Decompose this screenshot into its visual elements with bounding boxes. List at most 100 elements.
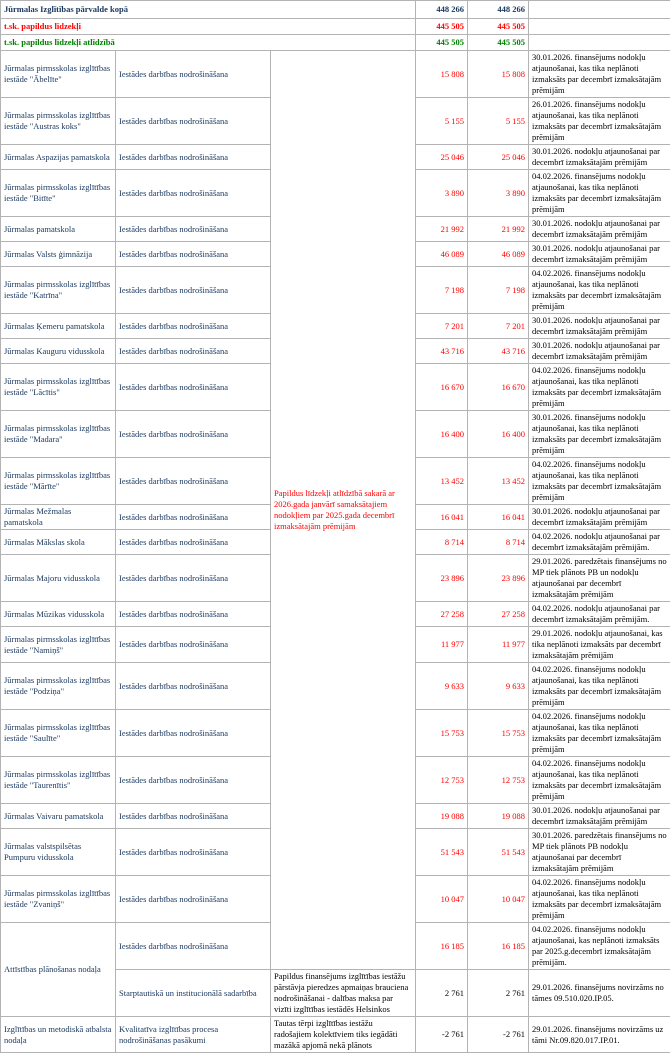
summary-label: Jūrmalas Izglītības pārvalde kopā: [1, 1, 416, 19]
activity-name: Iestādes darbības nodrošināšana: [116, 242, 271, 267]
amount-2: 8 714: [468, 530, 529, 555]
amount-2: 15 753: [468, 710, 529, 757]
amount-1: 11 977: [416, 627, 468, 663]
explanation-note: 04.02.2026. finansējums nodokļu atjaunoš…: [529, 458, 670, 505]
explanation-note: 29.01.2026. finansējums novirzāms no tām…: [529, 970, 670, 1017]
institution-name: Jūrmalas pirmsskolas izglītības iestāde …: [1, 663, 116, 710]
amount-2: 9 633: [468, 663, 529, 710]
activity-name: Iestādes darbības nodrošināšana: [116, 145, 271, 170]
amount-1: 3 890: [416, 170, 468, 217]
activity-name: Iestādes darbības nodrošināšana: [116, 98, 271, 145]
amount-2: 11 977: [468, 627, 529, 663]
activity-name: Iestādes darbības nodrošināšana: [116, 51, 271, 98]
activity-name: Iestādes darbības nodrošināšana: [116, 876, 271, 923]
activity-name: Iestādes darbības nodrošināšana: [116, 710, 271, 757]
amount-2: 12 753: [468, 757, 529, 804]
amount-1: 13 452: [416, 458, 468, 505]
activity-name: Iestādes darbības nodrošināšana: [116, 602, 271, 627]
amount-1: 7 201: [416, 314, 468, 339]
summary-value-2: 448 266: [468, 1, 529, 19]
explanation-note: 26.01.2026. finansējums nodokļu atjaunoš…: [529, 98, 670, 145]
amount-2: 16 185: [468, 923, 529, 970]
amount-2: 43 716: [468, 339, 529, 364]
explanation-note: 04.02.2026. finansējums nodokļu atjaunoš…: [529, 267, 670, 314]
explanation-note: 30.01.2026. paredzētais finansējums no M…: [529, 829, 670, 876]
explanation-note: 04.02.2026. finansējums nodokļu atjaunoš…: [529, 876, 670, 923]
institution-name: Jūrmalas pirmsskolas izglītības iestāde …: [1, 51, 116, 98]
institution-name: Izglītības un metodiskā atbalsta nodaļa: [1, 1017, 116, 1053]
activity-name: Iestādes darbības nodrošināšana: [116, 530, 271, 555]
amount-1: 15 808: [416, 51, 468, 98]
amount-2: 25 046: [468, 145, 529, 170]
activity-name: Starptautiskā un institucionālā sadarbīb…: [116, 970, 271, 1017]
explanation-note: 04.02.2026. nodokļu atjaunošanai par dec…: [529, 602, 670, 627]
activity-name: Iestādes darbības nodrošināšana: [116, 170, 271, 217]
activity-name: Iestādes darbības nodrošināšana: [116, 829, 271, 876]
activity-name: Iestādes darbības nodrošināšana: [116, 804, 271, 829]
amount-2: 7 198: [468, 267, 529, 314]
institution-name: Jūrmalas Majoru vidusskola: [1, 555, 116, 602]
summary-note-empty: [529, 1, 670, 19]
explanation-note: 04.02.2026. finansējums nodokļu atjaunoš…: [529, 923, 670, 970]
activity-name: Iestādes darbības nodrošināšana: [116, 217, 271, 242]
explanation-note: 04.02.2026. finansējums nodokļu atjaunoš…: [529, 757, 670, 804]
summary-note-empty: [529, 19, 670, 35]
amount-2: 10 047: [468, 876, 529, 923]
amount-1: 21 992: [416, 217, 468, 242]
explanation-note: 30.01.2026. nodokļu atjaunošanai par dec…: [529, 314, 670, 339]
institution-name: Jūrmalas pirmsskolas izglītības iestāde …: [1, 267, 116, 314]
institution-name: Jūrmalas Mākslas skola: [1, 530, 116, 555]
explanation-note: 30.01.2026. nodokļu atjaunošanai par dec…: [529, 505, 670, 530]
institution-name: Jūrmalas pirmsskolas izglītības iestāde …: [1, 170, 116, 217]
explanation-note: 30.01.2026. nodokļu atjaunošanai par dec…: [529, 242, 670, 267]
institution-name: Jūrmalas pirmsskolas izglītības iestāde …: [1, 98, 116, 145]
amount-2: -2 761: [468, 1017, 529, 1053]
amount-1: 5 155: [416, 98, 468, 145]
activity-name: Iestādes darbības nodrošināšana: [116, 339, 271, 364]
summary-value-2: 445 505: [468, 35, 529, 51]
amount-2: 23 896: [468, 555, 529, 602]
institution-name: Jūrmalas pirmsskolas izglītības iestāde …: [1, 710, 116, 757]
explanation-note: 30.01.2026. finansējums nodokļu atjaunoš…: [529, 51, 670, 98]
amount-1: -2 761: [416, 1017, 468, 1053]
amount-1: 43 716: [416, 339, 468, 364]
institution-name: Jūrmalas Mūzikas vidusskola: [1, 602, 116, 627]
activity-name: Iestādes darbības nodrošināšana: [116, 627, 271, 663]
amount-2: 7 201: [468, 314, 529, 339]
amount-2: 16 670: [468, 364, 529, 411]
explanation-note: 30.01.2026. finansējums nodokļu atjaunoš…: [529, 411, 670, 458]
amount-1: 16 041: [416, 505, 468, 530]
amount-2: 27 258: [468, 602, 529, 627]
amount-1: 16 185: [416, 923, 468, 970]
activity-name: Iestādes darbības nodrošināšana: [116, 411, 271, 458]
explanation-note: 30.01.2026. nodokļu atjaunošanai par dec…: [529, 339, 670, 364]
activity-name: Iestādes darbības nodrošināšana: [116, 663, 271, 710]
activity-name: Iestādes darbības nodrošināšana: [116, 267, 271, 314]
summary-value-1: 445 505: [416, 35, 468, 51]
activity-name: Kvalitatīva izglītības procesa nodrošinā…: [116, 1017, 271, 1053]
amount-2: 46 089: [468, 242, 529, 267]
institution-name: Jūrmalas pirmsskolas izglītības iestāde …: [1, 411, 116, 458]
institution-name: Jūrmalas pirmsskolas izglītības iestāde …: [1, 757, 116, 804]
summary-note-empty: [529, 35, 670, 51]
explanation-note: 29.01.2026. paredzētais finansējums no M…: [529, 555, 670, 602]
institution-name: Jūrmalas pirmsskolas izglītības iestāde …: [1, 458, 116, 505]
explanation-note: 29.01.2026. nodokļu atjaunošanai, kas ti…: [529, 627, 670, 663]
activity-name: Iestādes darbības nodrošināšana: [116, 923, 271, 970]
amount-1: 25 046: [416, 145, 468, 170]
amount-1: 9 633: [416, 663, 468, 710]
amount-1: 16 400: [416, 411, 468, 458]
institution-name: Jūrmalas valstspilsētas Pumpuru vidussko…: [1, 829, 116, 876]
institution-name: Jūrmalas Aspazijas pamatskola: [1, 145, 116, 170]
amount-2: 13 452: [468, 458, 529, 505]
amount-2: 16 041: [468, 505, 529, 530]
summary-value-1: 448 266: [416, 1, 468, 19]
institution-name: Jūrmalas pirmsskolas izglītības iestāde …: [1, 876, 116, 923]
explanation-note: 30.01.2026. nodokļu atjaunošanai par dec…: [529, 804, 670, 829]
amount-1: 10 047: [416, 876, 468, 923]
amount-1: 2 761: [416, 970, 468, 1017]
